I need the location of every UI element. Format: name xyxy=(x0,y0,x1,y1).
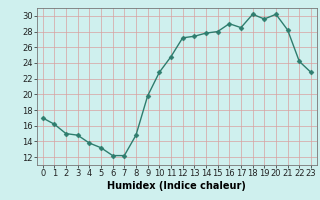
X-axis label: Humidex (Indice chaleur): Humidex (Indice chaleur) xyxy=(108,181,246,191)
